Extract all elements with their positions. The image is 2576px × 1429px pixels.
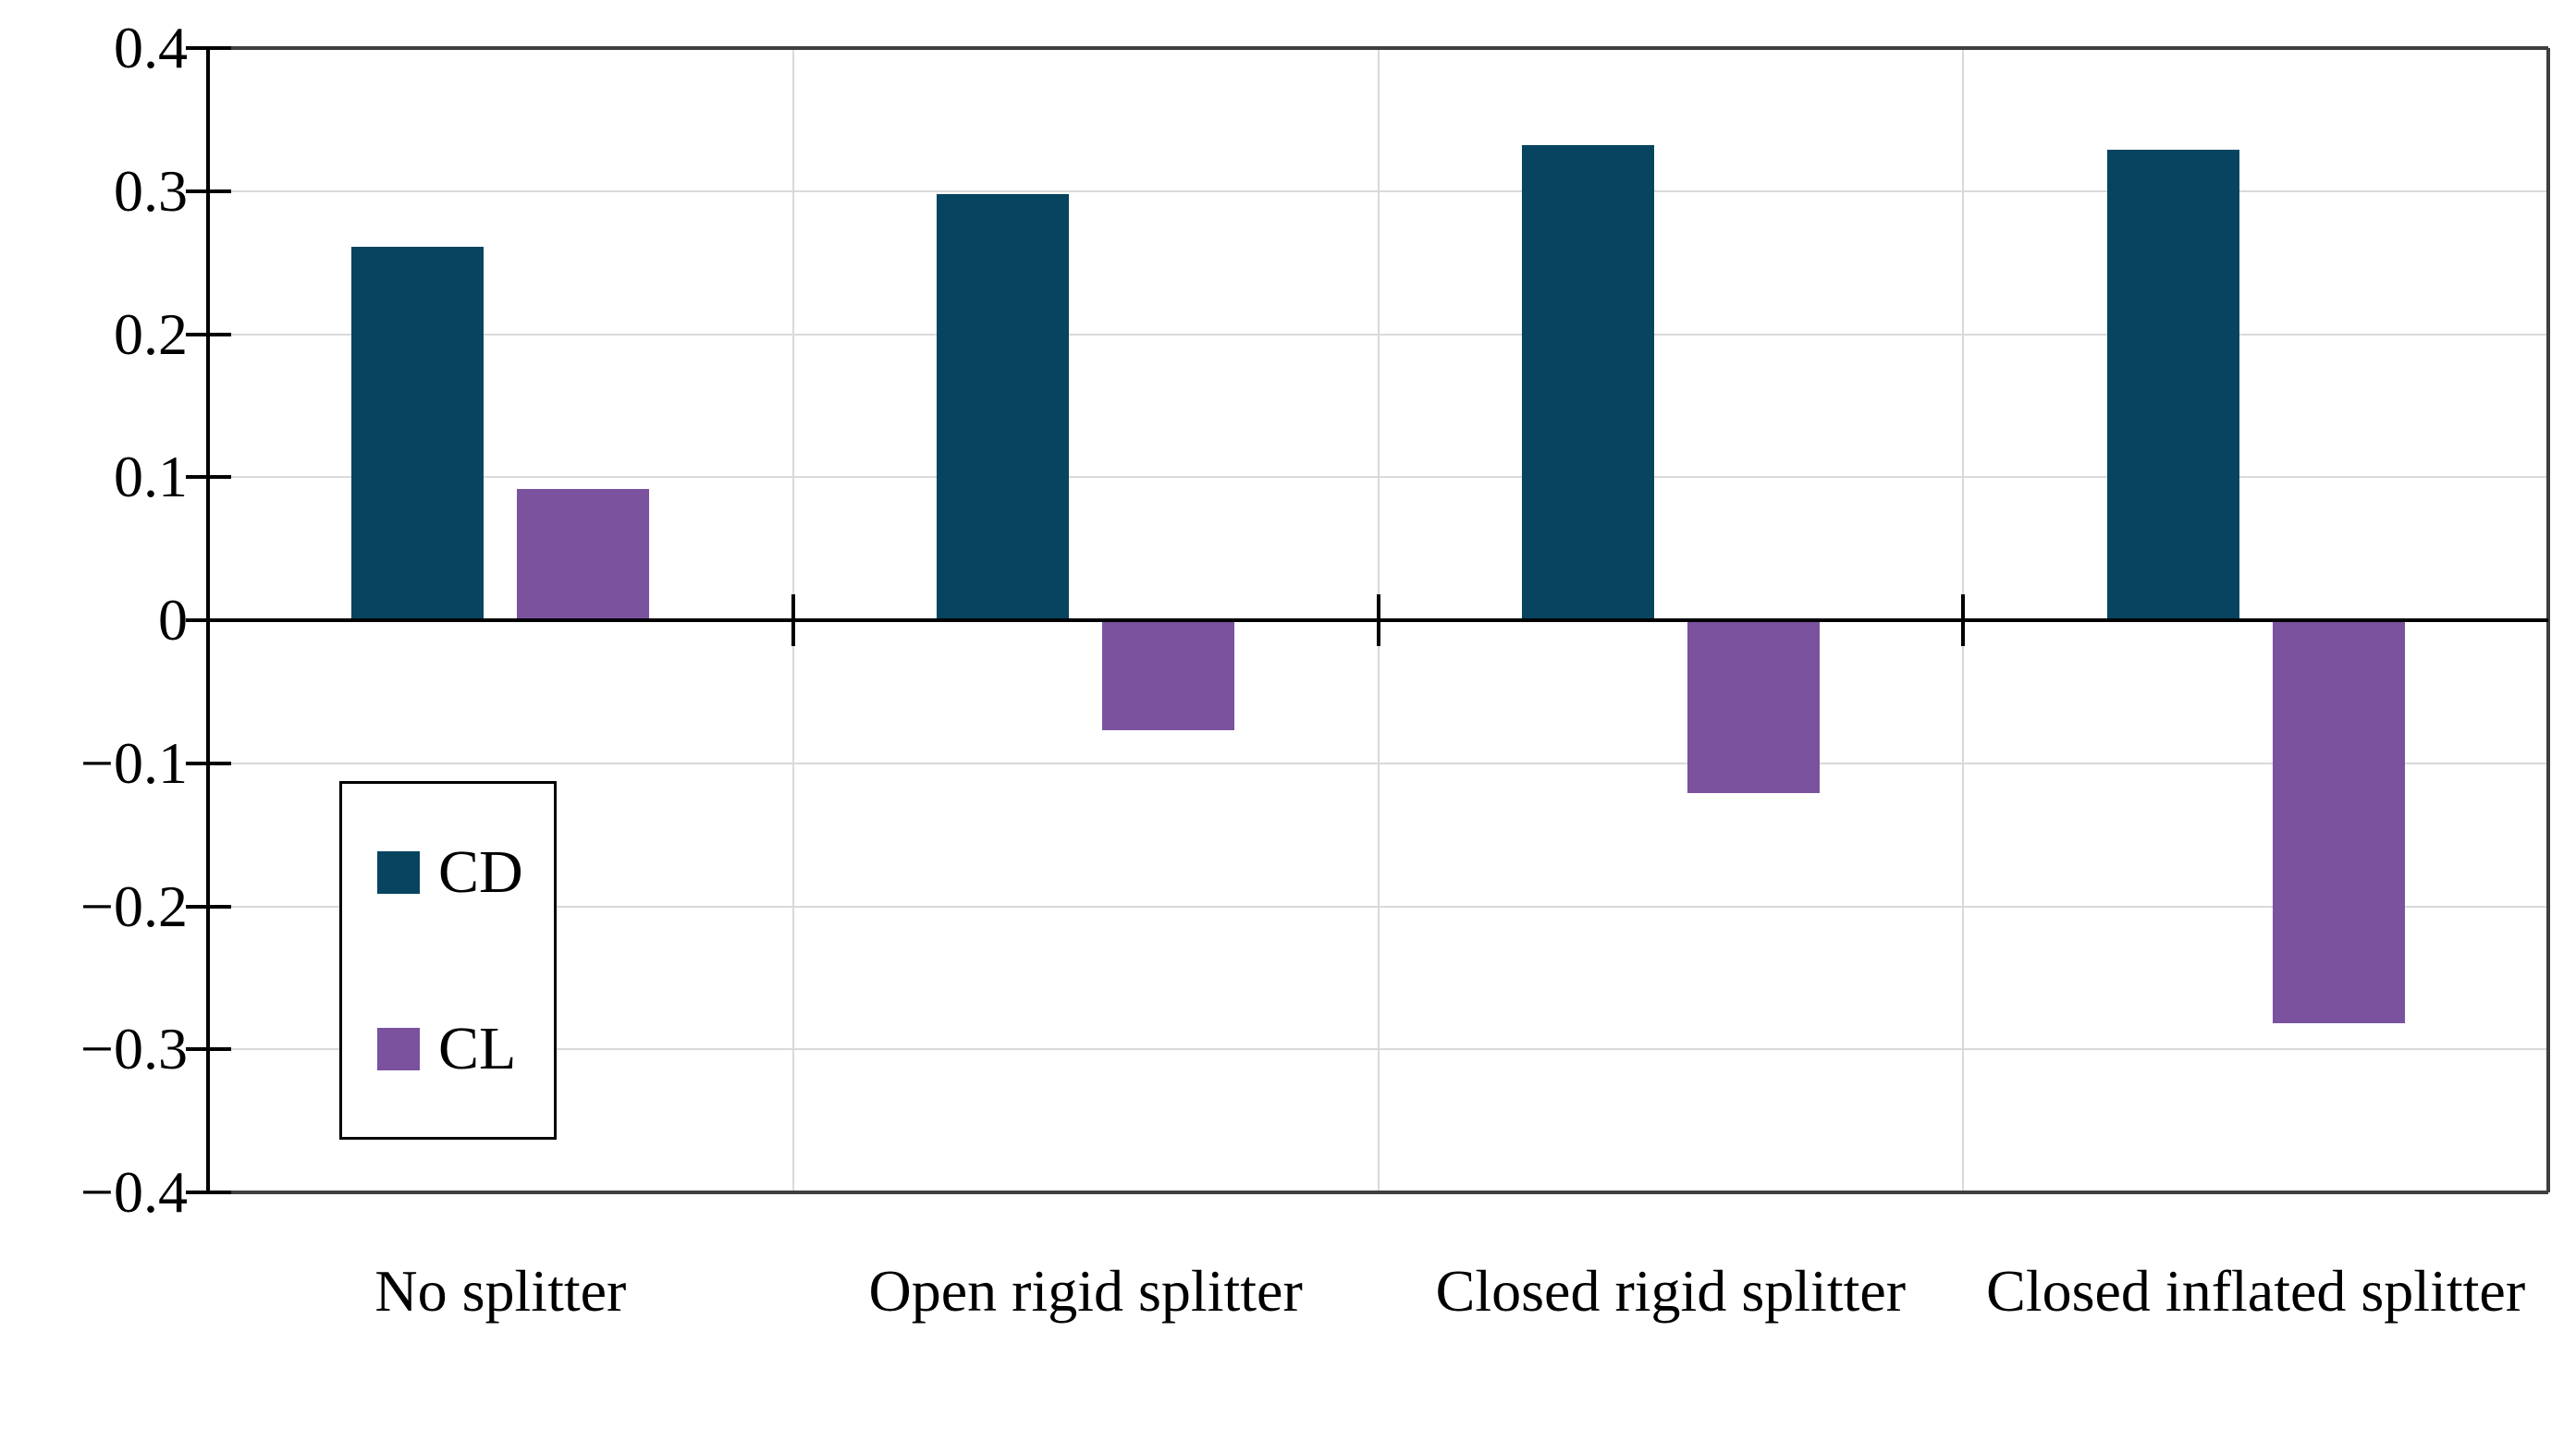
y-tick-label: −0.2 — [80, 873, 188, 939]
y-tick-label: 0.3 — [114, 157, 188, 224]
y-axis-tick — [186, 1191, 231, 1194]
cd-bar — [1521, 145, 1654, 620]
y-tick-label: −0.3 — [80, 1016, 188, 1082]
cl-bar — [2272, 620, 2405, 1024]
legend-entry-cd: CD — [377, 837, 554, 906]
y-tick-label: 0.4 — [114, 15, 188, 80]
x-axis-tick — [791, 594, 795, 646]
cd-series-label: CD — [438, 837, 523, 906]
y-axis-tick — [186, 475, 231, 480]
cd-bar — [2106, 149, 2239, 620]
y-axis-tick — [186, 761, 231, 765]
legend-box: CD CL — [339, 781, 557, 1140]
cl-bar — [517, 488, 650, 620]
x-category-label: Closed inflated splitter — [1986, 1258, 2526, 1324]
y-tick-label: 0 — [158, 587, 188, 653]
y-axis-tick — [186, 618, 231, 622]
y-axis-tick — [186, 1047, 231, 1052]
x-category-label: No splitter — [374, 1258, 627, 1324]
y-tick-label: 0.1 — [114, 444, 188, 510]
cd-bar — [351, 247, 485, 620]
y-axis-tick — [186, 189, 231, 193]
y-tick-label: −0.4 — [80, 1159, 188, 1225]
y-axis-tick — [186, 332, 231, 336]
cl-series-swatch — [377, 1027, 420, 1070]
legend-entry-cl: CL — [377, 1014, 554, 1082]
y-tick-label: −0.1 — [80, 729, 188, 796]
cd-bar — [937, 193, 1070, 620]
x-axis-tick — [1961, 594, 1966, 646]
plot-top-border — [208, 46, 2548, 50]
cd-series-swatch — [377, 850, 420, 894]
x-axis-tick — [1376, 594, 1380, 646]
plot-bottom-border — [186, 1191, 2548, 1194]
x-category-label: Open rigid splitter — [868, 1258, 1303, 1324]
zero-axis-line — [186, 618, 2548, 622]
cl-bar — [1102, 620, 1235, 731]
cl-series-label: CL — [438, 1014, 517, 1082]
y-axis-tick — [186, 46, 231, 50]
cl-bar — [1687, 620, 1820, 794]
y-axis-tick — [186, 904, 231, 909]
plot-right-border — [2546, 48, 2550, 1192]
y-tick-label: 0.2 — [114, 300, 188, 367]
x-category-label: Closed rigid splitter — [1435, 1258, 1907, 1324]
